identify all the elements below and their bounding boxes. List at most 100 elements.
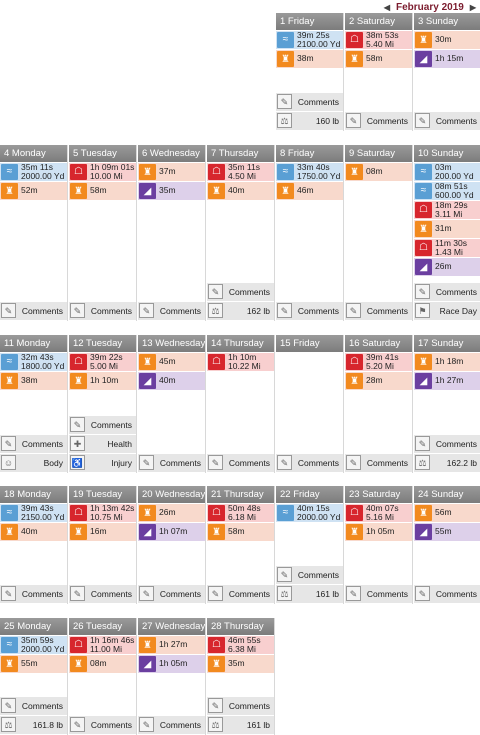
caret-right-icon[interactable]: ▶ (469, 2, 476, 12)
day-cell[interactable]: 22 Friday ≈40m 15s 2000.00 Yd ✎ Comments ⚖ 161… (276, 486, 344, 604)
day-cell[interactable]: 3 Sunday ♜ 30m ◢ 1h 15m ✎ Comments (414, 13, 480, 131)
day-cell[interactable]: 27 Wednesday ♜ 1h 27m ◢ 1h 05m ✎ Comments (138, 618, 206, 735)
activity-strength[interactable]: ♜ 28m (345, 372, 412, 390)
activity-strength[interactable]: ♜ 38m (0, 372, 67, 390)
day-header[interactable]: 27 Wednesday (138, 618, 205, 635)
activity-strength[interactable]: ♜ 58m (69, 182, 136, 200)
activity-run[interactable]: ☖ 11m 30s 1.43 Mi (414, 239, 480, 257)
weight-button[interactable]: ⚖ 162.2 lb (414, 454, 480, 472)
activity-strength[interactable]: ♜ 46m (276, 182, 343, 200)
comments-button[interactable]: ✎ Comments (69, 716, 136, 734)
activity-swim[interactable]: ≈39m 25s 2100.00 Yd (276, 31, 343, 49)
activity-strength[interactable]: ♜ 52m (0, 182, 67, 200)
day-cell[interactable]: 16 Saturday ☖ 39m 41s 5.20 Mi ♜ 28m ✎ Comments (345, 335, 413, 473)
comments-button[interactable]: ✎ Comments (276, 302, 343, 320)
day-cell[interactable]: 10 Sunday ≈03m 200.00 Yd ≈08m 51s 600.00 Yd ☖… (414, 145, 480, 321)
activity-strength[interactable]: ♜ 45m (138, 353, 205, 371)
day-header[interactable]: 26 Tuesday (69, 618, 136, 635)
day-cell[interactable]: 5 Tuesday ☖ 1h 09m 01s 10.00 Mi ♜ 58m ✎ Comment… (69, 145, 137, 321)
day-header[interactable]: 11 Monday (0, 335, 67, 352)
weight-button[interactable]: ⚖ 162 lb (207, 302, 274, 320)
activity-strength[interactable]: ♜ 30m (414, 31, 480, 49)
comments-button[interactable]: ✎ Comments (138, 454, 205, 472)
day-cell[interactable]: 14 Thursday ☖ 1h 10m 10.22 Mi ✎ Comments (207, 335, 275, 473)
activity-swim[interactable]: ≈40m 15s 2000.00 Yd (276, 504, 343, 522)
activity-strength[interactable]: ♜ 1h 27m (138, 636, 205, 654)
day-cell[interactable]: 11 Monday ≈32m 43s 1800.00 Yd ♜ 38m ✎ Comments… (0, 335, 68, 473)
activity-run[interactable]: ☖ 1h 10m 10.22 Mi (207, 353, 274, 371)
activity-strength[interactable]: ♜ 1h 18m (414, 353, 480, 371)
activity-run[interactable]: ☖ 38m 53s 5.40 Mi (345, 31, 412, 49)
day-header[interactable]: 8 Friday (276, 145, 343, 162)
comments-button[interactable]: ✎ Comments (414, 283, 480, 301)
day-cell[interactable]: 15 Friday ✎ Comments (276, 335, 344, 473)
day-cell[interactable]: 19 Tuesday ☖ 1h 13m 42s 10.75 Mi ♜ 16m ✎ Commen… (69, 486, 137, 604)
activity-strength[interactable]: ♜ 1h 10m (69, 372, 136, 390)
comments-button[interactable]: ✎ Comments (276, 454, 343, 472)
activity-swim[interactable]: ≈32m 43s 1800.00 Yd (0, 353, 67, 371)
comments-button[interactable]: ✎ Comments (69, 416, 136, 434)
comments-button[interactable]: ✎ Comments (207, 283, 274, 301)
activity-swim[interactable]: ≈35m 11s 2000.00 Yd (0, 163, 67, 181)
day-header[interactable]: 7 Thursday (207, 145, 274, 162)
comments-button[interactable]: ✎ Comments (138, 302, 205, 320)
comments-button[interactable]: ✎ Comments (138, 585, 205, 603)
activity-swim[interactable]: ≈08m 51s 600.00 Yd (414, 182, 480, 200)
weight-button[interactable]: ⚖ 161 lb (276, 585, 343, 603)
comments-button[interactable]: ✎ Comments (345, 454, 412, 472)
day-header[interactable]: 10 Sunday (414, 145, 480, 162)
activity-swim[interactable]: ≈39m 43s 2150.00 Yd (0, 504, 67, 522)
comments-button[interactable]: ✎ Comments (138, 716, 205, 734)
weight-button[interactable]: ⚖ 160 lb (276, 112, 343, 130)
day-header[interactable]: 20 Wednesday (138, 486, 205, 503)
activity-run[interactable]: ☖ 1h 13m 42s 10.75 Mi (69, 504, 136, 522)
day-cell[interactable]: 25 Monday ≈35m 59s 2000.00 Yd ♜ 55m ✎ Comments… (0, 618, 68, 735)
activity-walk[interactable]: ◢ 1h 27m (414, 372, 480, 390)
day-header[interactable]: 25 Monday (0, 618, 67, 635)
comments-button[interactable]: ✎ Comments (276, 566, 343, 584)
activity-strength[interactable]: ♜ 1h 05m (345, 523, 412, 541)
comments-button[interactable]: ✎ Comments (414, 112, 480, 130)
activity-swim[interactable]: ≈33m 40s 1750.00 Yd (276, 163, 343, 181)
day-cell[interactable]: 4 Monday ≈35m 11s 2000.00 Yd ♜ 52m ✎ Comments (0, 145, 68, 321)
activity-walk[interactable]: ◢ 35m (138, 182, 205, 200)
comments-button[interactable]: ✎ Comments (0, 435, 67, 453)
comments-button[interactable]: ✎ Comments (69, 585, 136, 603)
activity-swim[interactable]: ≈03m 200.00 Yd (414, 163, 480, 181)
comments-button[interactable]: ✎ Comments (414, 435, 480, 453)
day-header[interactable]: 6 Wednesday (138, 145, 205, 162)
activity-walk[interactable]: ◢ 1h 05m (138, 655, 205, 673)
activity-strength[interactable]: ♜ 26m (138, 504, 205, 522)
activity-strength[interactable]: ♜ 35m (207, 655, 274, 673)
day-header[interactable]: 1 Friday (276, 13, 343, 30)
day-header[interactable]: 9 Saturday (345, 145, 412, 162)
day-cell[interactable]: 17 Sunday ♜ 1h 18m ◢ 1h 27m ✎ Comments ⚖ 162.2 l… (414, 335, 480, 473)
activity-strength[interactable]: ♜ 58m (345, 50, 412, 68)
comments-button[interactable]: ✎ Comments (0, 697, 67, 715)
activity-strength[interactable]: ♜ 55m (0, 655, 67, 673)
day-cell[interactable]: 12 Tuesday ☖ 39m 22s 5.00 Mi ♜ 1h 10m ✎ Comment… (69, 335, 137, 473)
day-header[interactable]: 5 Tuesday (69, 145, 136, 162)
activity-strength[interactable]: ♜ 08m (69, 655, 136, 673)
activity-run[interactable]: ☖ 1h 16m 46s 11.00 Mi (69, 636, 136, 654)
day-header[interactable]: 17 Sunday (414, 335, 480, 352)
day-header[interactable]: 12 Tuesday (69, 335, 136, 352)
day-header[interactable]: 4 Monday (0, 145, 67, 162)
activity-walk[interactable]: ◢ 1h 15m (414, 50, 480, 68)
activity-walk[interactable]: ◢ 26m (414, 258, 480, 276)
day-cell[interactable]: 1 Friday ≈39m 25s 2100.00 Yd ♜ 38m ✎ Comments ⚖… (276, 13, 344, 131)
day-cell[interactable]: 18 Monday ≈39m 43s 2150.00 Yd ♜ 40m ✎ Comments (0, 486, 68, 604)
day-cell[interactable]: 24 Sunday ♜ 56m ◢ 55m ✎ Comments (414, 486, 480, 604)
weight-button[interactable]: ⚖ 161.8 lb (0, 716, 67, 734)
day-cell[interactable]: 28 Thursday ☖ 46m 55s 6.38 Mi ♜ 35m ✎ Comments ⚖… (207, 618, 275, 735)
day-header[interactable]: 18 Monday (0, 486, 67, 503)
activity-run[interactable]: ☖ 35m 11s 4.50 Mi (207, 163, 274, 181)
activity-run[interactable]: ☖ 40m 07s 5.16 Mi (345, 504, 412, 522)
activity-strength[interactable]: ♜ 16m (69, 523, 136, 541)
day-header[interactable]: 28 Thursday (207, 618, 274, 635)
activity-walk[interactable]: ◢ 40m (138, 372, 205, 390)
activity-swim[interactable]: ≈35m 59s 2000.00 Yd (0, 636, 67, 654)
comments-button[interactable]: ✎ Comments (345, 585, 412, 603)
activity-strength[interactable]: ♜ 08m (345, 163, 412, 181)
day-header[interactable]: 13 Wednesday (138, 335, 205, 352)
